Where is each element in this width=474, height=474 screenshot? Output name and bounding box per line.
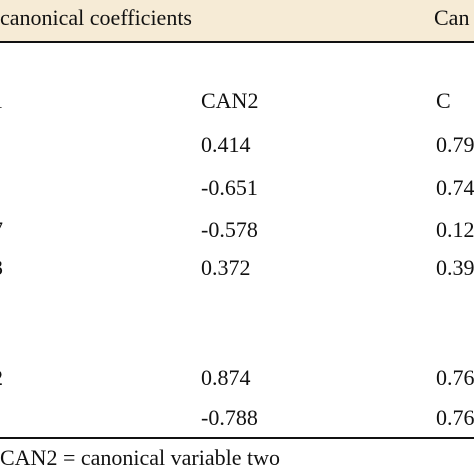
table-cell-right: 0.76 xyxy=(436,405,474,430)
table-cell-can2: -0.651 xyxy=(201,175,258,200)
header-canonical-coefficients: canonical coefficients xyxy=(0,5,192,30)
table-cell-right: 0.12 xyxy=(436,217,474,242)
row-label: 3 xyxy=(0,256,3,280)
table-cell-right: 0.74 xyxy=(436,175,474,200)
table-cell-right: 0.39 xyxy=(436,255,474,280)
row-label: 7 xyxy=(0,218,3,242)
table-cell-can2: -0.788 xyxy=(201,405,258,430)
row-label: 1 xyxy=(0,89,3,113)
table-bottom-rule xyxy=(0,437,474,439)
header-rule xyxy=(0,41,474,43)
column-header-right: C xyxy=(436,88,451,113)
table-cell-can2: 0.874 xyxy=(201,365,251,390)
header-right-truncated: Can xyxy=(434,5,470,30)
table-cell-can2: 0.372 xyxy=(201,255,251,280)
table-cell-right: 0.76 xyxy=(436,365,474,390)
table-footnote: CAN2 = canonical variable two xyxy=(0,445,280,470)
column-header-can2: CAN2 xyxy=(201,88,259,113)
table-cell-right: 0.79 xyxy=(436,132,474,157)
row-label: 2 xyxy=(0,366,3,390)
table-cell-can2: -0.578 xyxy=(201,217,258,242)
table-header-band xyxy=(0,0,474,42)
table-cell-can2: 0.414 xyxy=(201,132,251,157)
